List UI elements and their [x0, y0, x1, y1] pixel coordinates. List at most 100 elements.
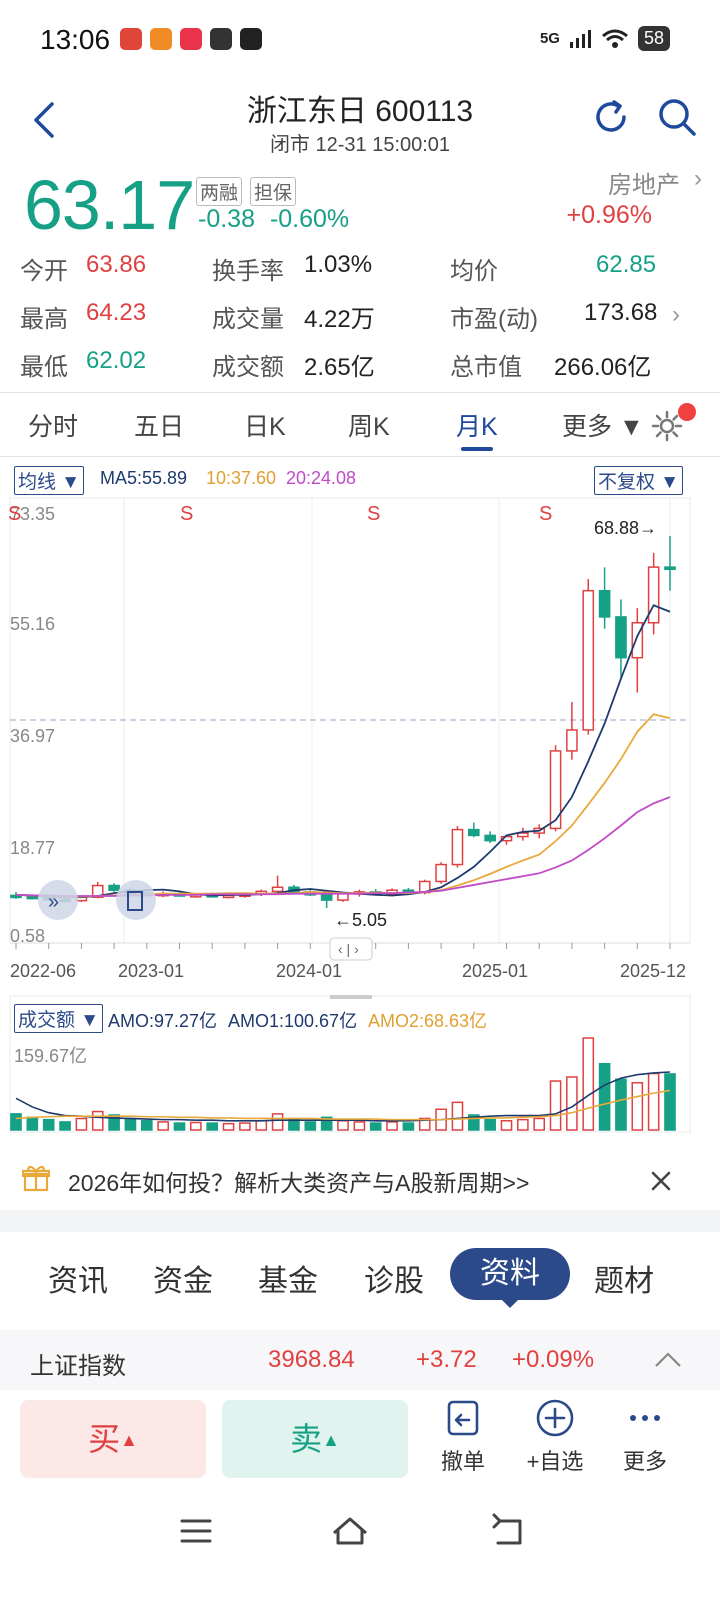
volume-bar — [500, 1120, 513, 1131]
stat-label: 今开 — [20, 258, 68, 285]
collateral-tag: 担保 — [250, 177, 297, 206]
tab-daily-k[interactable]: 日K — [244, 413, 286, 441]
candle-body — [549, 750, 562, 830]
candle-body — [337, 892, 349, 901]
index-bar[interactable]: 上证指数 3968.84 +3.72 +0.09% — [0, 1330, 720, 1390]
gear-icon[interactable] — [650, 409, 684, 443]
volume-bar — [304, 1121, 317, 1131]
volume-bar — [124, 1118, 137, 1131]
menu-icon[interactable] — [176, 1511, 216, 1551]
s-marker: S — [180, 503, 193, 525]
tab-five-day[interactable]: 五日 — [134, 413, 185, 441]
index-change: +3.72 — [416, 1346, 477, 1373]
min-price-label: ←5.05 — [334, 910, 387, 930]
stat-label: 最高 — [20, 306, 68, 333]
volume-bar — [615, 1078, 627, 1131]
stock-title: 浙江东日 600113 — [246, 95, 474, 128]
tab-intraday[interactable]: 分时 — [28, 413, 79, 441]
current-price: 63.17 — [24, 166, 195, 244]
tab-funds-flow[interactable]: 资金 — [153, 1265, 213, 1298]
volume-lines-group — [15, 1071, 671, 1122]
stat-label: 最低 — [20, 354, 68, 381]
period-tabs: 分时 五日 日K 周K 月K 更多 ▼ — [0, 395, 720, 455]
more-button[interactable]: 更多 — [600, 1398, 690, 1476]
chevron-up-icon[interactable] — [654, 1350, 682, 1368]
change-value: -0.38 — [198, 205, 255, 233]
adjust-dropdown[interactable]: 不复权 ▼ — [594, 466, 684, 495]
volume-bar — [239, 1122, 251, 1131]
status-time: 13:06 — [40, 24, 111, 55]
stat-label[interactable]: 市盈(动) — [450, 306, 538, 333]
ma-dropdown[interactable]: 均线 ▼ — [14, 466, 85, 495]
stat-value: 63.86 — [86, 251, 147, 278]
section-gap — [0, 1210, 720, 1232]
tab-diagnose[interactable]: 诊股 — [364, 1265, 424, 1298]
volume-bar — [190, 1121, 202, 1131]
volume-bar — [222, 1122, 235, 1131]
candlestick-chart[interactable]: 73.35 55.16 36.97 18.77 0.58 S S S S 68.… — [0, 458, 720, 1148]
scroll-handle[interactable] — [329, 937, 373, 961]
scroll-handle-label: ‹ | › — [338, 941, 359, 957]
candle-body — [582, 589, 595, 731]
amo2-label: AMO2:68.63亿 — [368, 1011, 488, 1031]
stat-value: 2.65亿 — [304, 354, 375, 381]
tab-monthly-k[interactable]: 月K — [456, 413, 498, 441]
volume-bar — [647, 1072, 660, 1131]
candle-body — [517, 832, 529, 838]
trade-bar: 买▲ 卖▲ 撤单 +自选 更多 — [0, 1392, 720, 1492]
triangle-up-icon: ▲ — [322, 1430, 340, 1450]
tab-funds[interactable]: 基金 — [258, 1265, 318, 1298]
volume-bar — [533, 1117, 546, 1131]
back-nav-icon[interactable] — [488, 1511, 528, 1551]
rotate-button[interactable] — [116, 880, 156, 920]
double-chevron-icon: » — [48, 891, 59, 913]
volume-bar — [288, 1118, 300, 1131]
status-bar: 13:06 5G 58 — [0, 0, 720, 80]
tab-profile[interactable]: 资料 — [450, 1248, 570, 1300]
x-ticks-group — [15, 943, 671, 949]
signal-icon — [569, 29, 591, 48]
s-marker: S — [539, 503, 552, 525]
network-label: 5G — [539, 30, 560, 47]
back-arrow-icon[interactable] — [28, 100, 64, 140]
volume-dropdown[interactable]: 成交额 ▼ — [14, 1004, 104, 1033]
chevron-right-icon[interactable]: › — [672, 301, 680, 328]
home-icon[interactable] — [330, 1511, 370, 1551]
stat-label: 换手率 — [212, 258, 284, 285]
buy-button[interactable]: 买▲ — [20, 1400, 206, 1478]
buy-label: 买 — [88, 1421, 121, 1457]
stat-label: 成交量 — [212, 306, 284, 333]
refresh-icon[interactable] — [590, 96, 632, 138]
add-watchlist-button[interactable]: +自选 — [510, 1398, 600, 1476]
volume-bar — [206, 1122, 219, 1131]
candle-body — [91, 884, 104, 898]
expand-left-button[interactable] — [38, 880, 78, 920]
x-tick-label: 2025-01 — [462, 961, 528, 981]
app-icon — [150, 28, 172, 50]
volume-bar — [157, 1121, 169, 1131]
amo1-line — [15, 1071, 671, 1122]
cancel-order-button[interactable]: 撤单 — [418, 1398, 508, 1476]
volume-bar — [91, 1110, 104, 1131]
volume-bar — [451, 1101, 464, 1131]
close-icon[interactable] — [650, 1170, 672, 1192]
promo-banner[interactable]: 2026年如何投？解析大类资产与A股新周期>> — [0, 1150, 720, 1210]
stat-label: 均价 — [450, 258, 498, 285]
candle-body — [647, 566, 660, 624]
sell-button[interactable]: 卖▲ — [222, 1400, 408, 1478]
tab-more[interactable]: 更多 ▼ — [562, 413, 644, 441]
search-icon[interactable] — [656, 96, 698, 138]
banner-text[interactable]: 2026年如何投？解析大类资产与A股新周期>> — [68, 1170, 530, 1196]
ma20-label: 20:24.08 — [286, 468, 357, 488]
stat-value: 173.68 — [584, 299, 658, 326]
sector-link[interactable]: 房地产 — [608, 172, 680, 199]
volume-bar — [320, 1116, 333, 1131]
volume-bar — [75, 1117, 88, 1131]
candle-body — [467, 828, 480, 837]
tab-weekly-k[interactable]: 周K — [348, 413, 390, 441]
volume-bar — [402, 1122, 415, 1131]
tab-news[interactable]: 资讯 — [48, 1265, 108, 1298]
volume-bar — [140, 1120, 153, 1131]
tab-pointer — [500, 1298, 520, 1308]
tab-themes[interactable]: 题材 — [594, 1265, 654, 1298]
